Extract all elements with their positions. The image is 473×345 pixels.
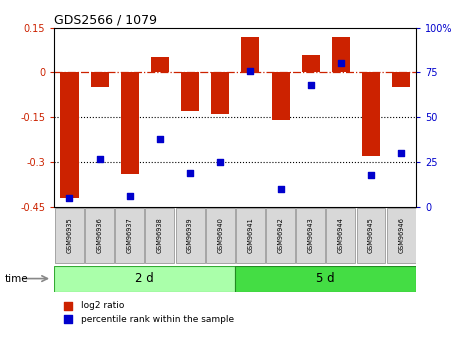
Point <box>246 68 254 73</box>
Text: 5 d: 5 d <box>316 272 335 285</box>
Text: 2 d: 2 d <box>135 272 154 285</box>
FancyBboxPatch shape <box>85 208 114 263</box>
Point <box>217 159 224 165</box>
FancyBboxPatch shape <box>54 266 235 292</box>
Point <box>337 61 345 66</box>
Text: GSM96938: GSM96938 <box>157 218 163 253</box>
Bar <box>181 72 199 111</box>
Text: GSM96935: GSM96935 <box>67 218 72 253</box>
Text: GSM96939: GSM96939 <box>187 218 193 253</box>
Bar <box>362 72 380 156</box>
Bar <box>241 37 259 72</box>
Legend: log2 ratio, percentile rank within the sample: log2 ratio, percentile rank within the s… <box>59 301 234 324</box>
Bar <box>272 72 289 120</box>
Text: GSM96946: GSM96946 <box>398 218 404 253</box>
FancyBboxPatch shape <box>357 208 385 263</box>
Text: GSM96945: GSM96945 <box>368 218 374 253</box>
FancyBboxPatch shape <box>235 266 416 292</box>
FancyBboxPatch shape <box>146 208 175 263</box>
Point <box>186 170 194 176</box>
FancyBboxPatch shape <box>175 208 204 263</box>
Text: GSM96940: GSM96940 <box>217 218 223 253</box>
Bar <box>151 58 169 72</box>
Text: GSM96937: GSM96937 <box>127 218 133 253</box>
Point <box>397 150 405 156</box>
Text: GSM96942: GSM96942 <box>278 218 283 253</box>
Point <box>66 195 73 201</box>
FancyBboxPatch shape <box>296 208 325 263</box>
Bar <box>332 37 350 72</box>
FancyBboxPatch shape <box>55 208 84 263</box>
FancyBboxPatch shape <box>236 208 265 263</box>
Text: GSM96944: GSM96944 <box>338 218 344 253</box>
FancyBboxPatch shape <box>266 208 295 263</box>
Bar <box>121 72 139 174</box>
Bar <box>211 72 229 114</box>
FancyBboxPatch shape <box>115 208 144 263</box>
Bar <box>91 72 109 87</box>
Text: time: time <box>5 274 28 284</box>
FancyBboxPatch shape <box>326 208 355 263</box>
Text: GSM96943: GSM96943 <box>308 218 314 253</box>
FancyBboxPatch shape <box>387 208 416 263</box>
Text: GDS2566 / 1079: GDS2566 / 1079 <box>54 13 158 27</box>
Point <box>367 172 375 177</box>
Point <box>307 82 315 88</box>
Text: GSM96941: GSM96941 <box>247 218 254 253</box>
Bar <box>392 72 410 87</box>
Point <box>156 136 164 141</box>
Point <box>96 156 104 161</box>
Point <box>126 194 133 199</box>
Bar <box>61 72 79 198</box>
Text: GSM96936: GSM96936 <box>96 218 103 253</box>
Point <box>277 186 284 192</box>
Bar <box>302 55 320 72</box>
FancyBboxPatch shape <box>206 208 235 263</box>
